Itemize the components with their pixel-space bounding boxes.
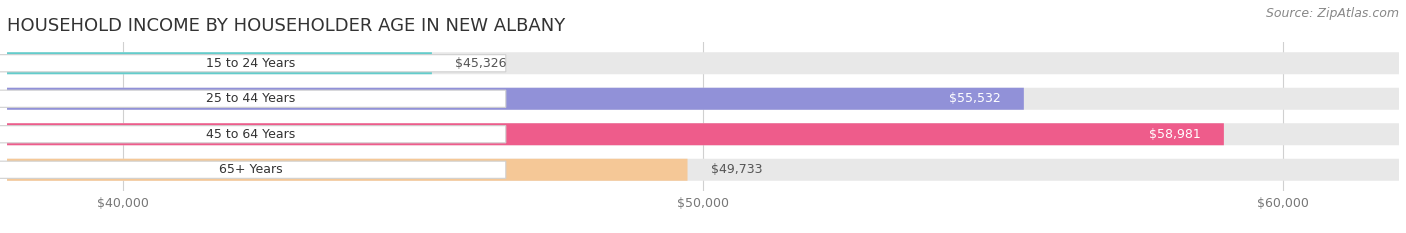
Text: 45 to 64 Years: 45 to 64 Years — [207, 128, 295, 141]
Text: 65+ Years: 65+ Years — [219, 163, 283, 176]
FancyBboxPatch shape — [7, 123, 1223, 145]
Text: $49,733: $49,733 — [710, 163, 762, 176]
FancyBboxPatch shape — [7, 52, 1399, 74]
Text: 25 to 44 Years: 25 to 44 Years — [207, 92, 295, 105]
FancyBboxPatch shape — [0, 90, 506, 107]
Text: $58,981: $58,981 — [1149, 128, 1201, 141]
FancyBboxPatch shape — [0, 161, 506, 178]
FancyBboxPatch shape — [7, 159, 688, 181]
FancyBboxPatch shape — [7, 88, 1024, 110]
FancyBboxPatch shape — [7, 88, 1399, 110]
FancyBboxPatch shape — [7, 123, 1399, 145]
FancyBboxPatch shape — [0, 55, 506, 72]
FancyBboxPatch shape — [7, 52, 432, 74]
Text: Source: ZipAtlas.com: Source: ZipAtlas.com — [1265, 7, 1399, 20]
Text: 15 to 24 Years: 15 to 24 Years — [207, 57, 295, 70]
FancyBboxPatch shape — [0, 126, 506, 143]
Text: $55,532: $55,532 — [949, 92, 1001, 105]
Text: HOUSEHOLD INCOME BY HOUSEHOLDER AGE IN NEW ALBANY: HOUSEHOLD INCOME BY HOUSEHOLDER AGE IN N… — [7, 17, 565, 35]
FancyBboxPatch shape — [7, 159, 1399, 181]
Text: $45,326: $45,326 — [456, 57, 506, 70]
